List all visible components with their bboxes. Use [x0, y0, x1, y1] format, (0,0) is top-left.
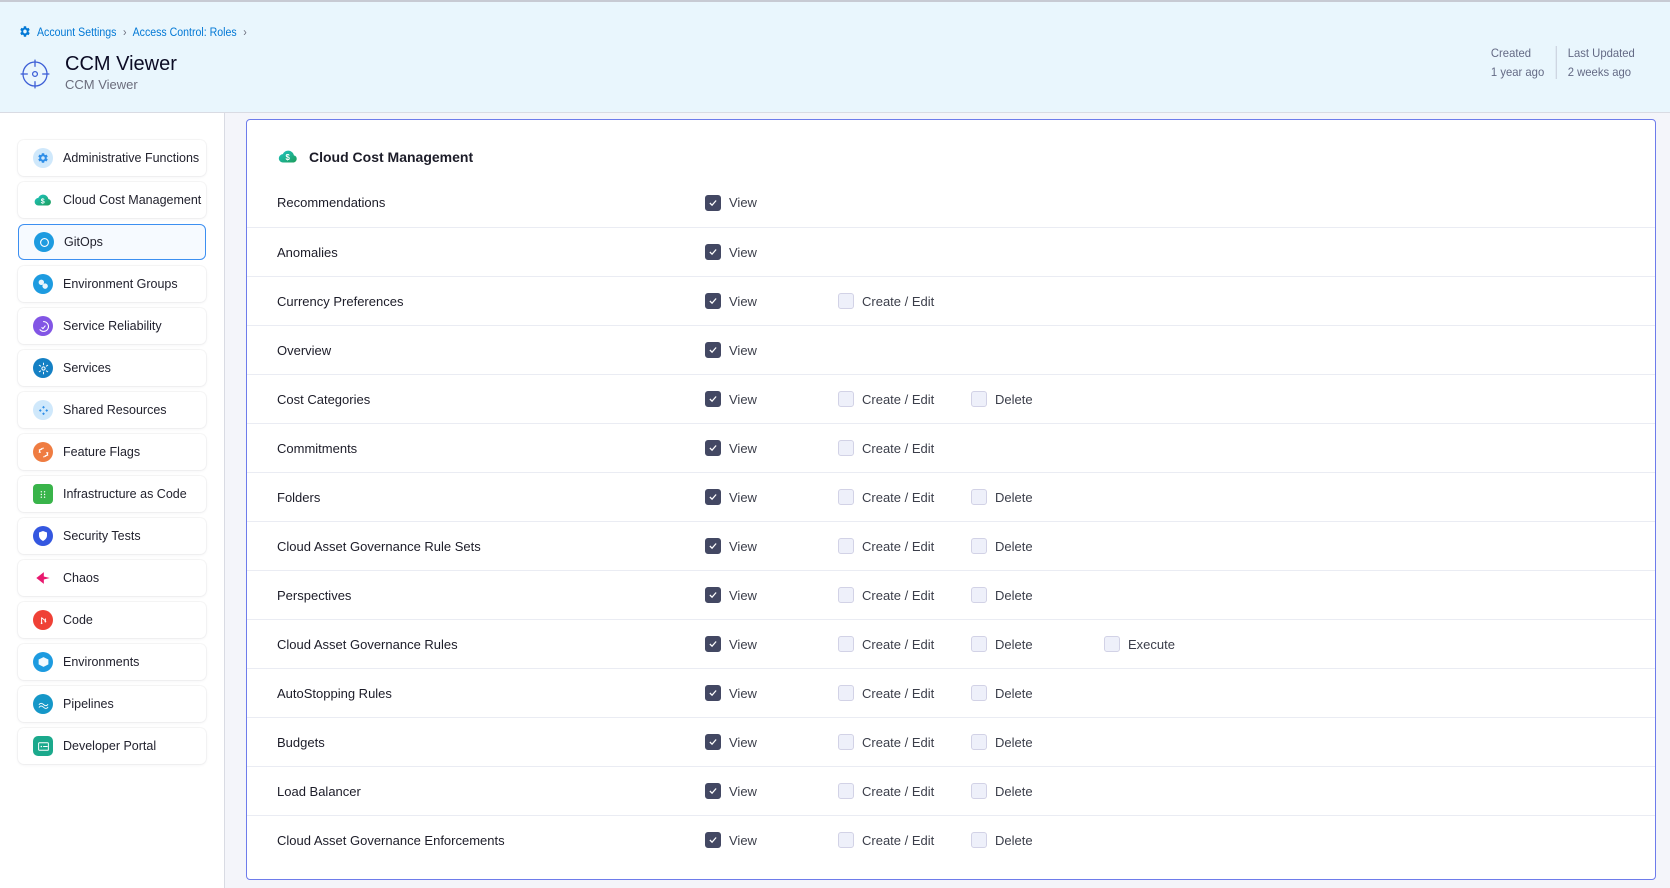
svg-text:$: $: [286, 153, 291, 162]
svg-text:$: $: [41, 197, 45, 205]
